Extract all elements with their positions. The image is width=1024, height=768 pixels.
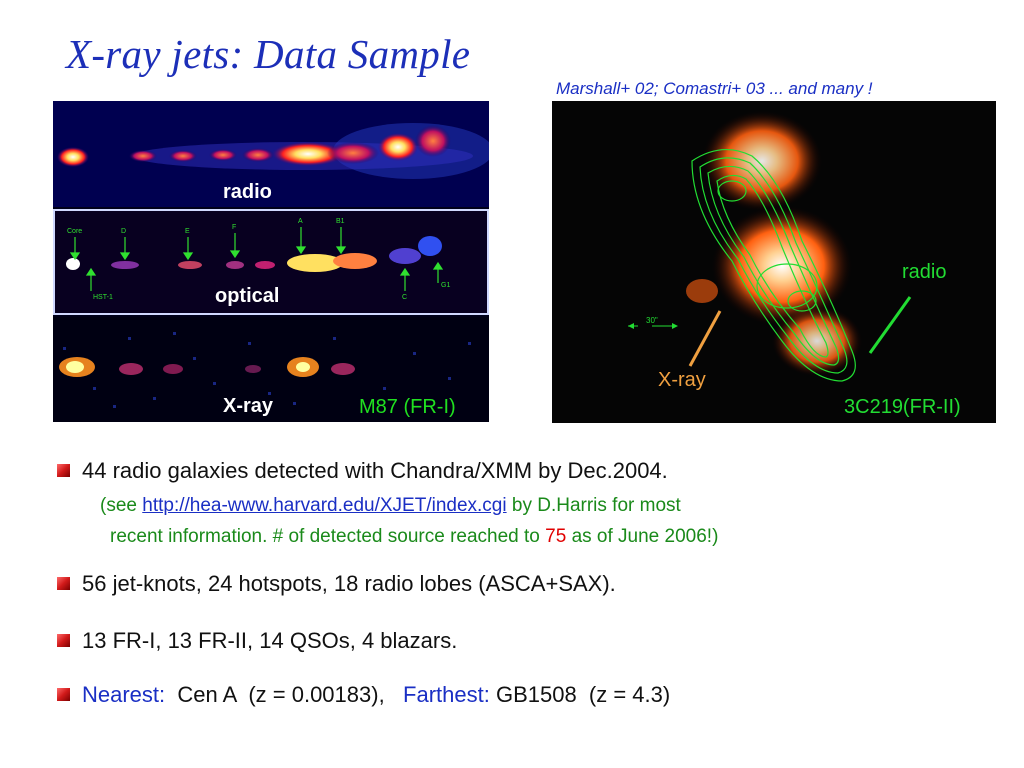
bullet-1-sub-line-1: (see http://hea-www.harvard.edu/XJET/ind… <box>100 495 681 517</box>
radio-band-label: radio <box>223 181 272 203</box>
knot-label-f: F <box>232 224 236 231</box>
references-line: Marshall+ 02; Comastri+ 03 ... and many … <box>556 79 873 98</box>
xray-pointer-line <box>688 310 722 367</box>
bullet-1-text: 44 radio galaxies detected with Chandra/… <box>82 458 668 483</box>
slide-title: X-ray jets: Data Sample <box>66 31 471 77</box>
scale-bar-label: 30" <box>646 316 658 325</box>
knot-label-a: A <box>298 218 303 225</box>
xjet-link[interactable]: http://hea-www.harvard.edu/XJET/index.cg… <box>142 495 507 516</box>
m87-radio-strip: radio <box>53 101 489 207</box>
nearest-value: Cen A (z = 0.00183), <box>165 682 404 707</box>
optical-band-label: optical <box>215 285 280 307</box>
c219-xray-label: X-ray <box>658 369 706 391</box>
bullet-square-icon <box>57 577 70 590</box>
bullet-1: 44 radio galaxies detected with Chandra/… <box>57 458 668 484</box>
knot-label-g1: G1 <box>441 282 450 289</box>
c219-image: 30" <box>552 101 996 423</box>
knot-label-c: C <box>402 294 407 301</box>
bullet-square-icon <box>57 464 70 477</box>
m87-object-label: M87 (FR-I) <box>359 396 456 418</box>
bullet-3: 13 FR-I, 13 FR-II, 14 QSOs, 4 blazars. <box>57 628 457 654</box>
bullet-3-text: 13 FR-I, 13 FR-II, 14 QSOs, 4 blazars. <box>82 628 458 653</box>
farthest-value: GB1508 (z = 4.3) <box>489 682 671 707</box>
m87-xray-image <box>53 317 489 422</box>
sub-line-2-suffix: as of June 2006!) <box>566 526 719 547</box>
sub-line-1-suffix: by D.Harris for most <box>506 495 681 516</box>
knot-label-hst1: HST-1 <box>93 294 113 301</box>
bullet-2-text: 56 jet-knots, 24 hotspots, 18 radio lobe… <box>82 571 616 596</box>
knot-label-d: D <box>121 228 126 235</box>
sub-line-1-prefix: (see <box>100 495 143 516</box>
m87-xray-strip: X-ray M87 (FR-I) <box>53 317 489 422</box>
radio-contours <box>691 148 856 382</box>
bullet-square-icon <box>57 688 70 701</box>
m87-optical-strip: Core D E F A B1 HST-1 C G1 optical <box>53 209 489 315</box>
xray-band-label: X-ray <box>223 395 274 417</box>
c219-object-label: 3C219(FR-II) <box>844 396 961 418</box>
knot-label-core: Core <box>67 228 82 235</box>
knot-label-b1: B1 <box>336 218 345 225</box>
nearest-label: Nearest: <box>82 682 166 707</box>
bullet-2: 56 jet-knots, 24 hotspots, 18 radio lobe… <box>57 571 616 597</box>
bullet-square-icon <box>57 634 70 647</box>
sub-line-2-prefix: recent information. # of detected source… <box>110 526 546 547</box>
bullet-1-sub-line-2: recent information. # of detected source… <box>110 526 718 548</box>
detected-count-highlight: 75 <box>545 526 567 547</box>
farthest-label: Farthest: <box>403 682 490 707</box>
knot-label-e: E <box>185 228 190 235</box>
bullet-4: Nearest: Cen A (z = 0.00183), Farthest: … <box>57 682 670 708</box>
c219-radio-label: radio <box>902 261 947 283</box>
m87-radio-image <box>53 101 489 207</box>
m87-figure: radio <box>53 101 489 422</box>
m87-optical-image: Core D E F A B1 HST-1 C G1 <box>55 211 487 313</box>
radio-pointer-line <box>868 296 912 354</box>
c219-figure: 30" radio X-ray 3C219(FR-II) <box>552 101 996 423</box>
